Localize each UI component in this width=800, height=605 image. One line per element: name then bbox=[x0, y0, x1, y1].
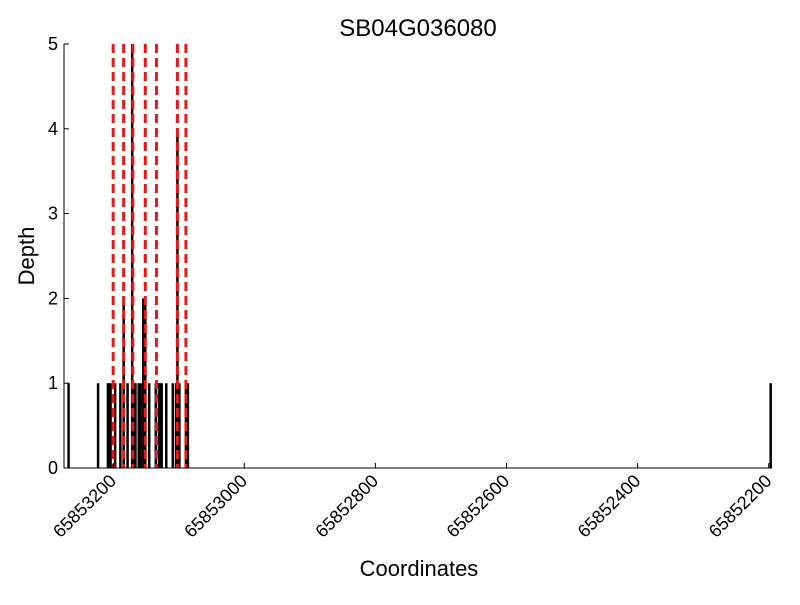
y-tick-label: 5 bbox=[48, 34, 58, 54]
y-tick-label: 3 bbox=[48, 204, 58, 224]
x-tick-label: 65852600 bbox=[443, 471, 514, 542]
x-tick-label: 65852200 bbox=[705, 471, 776, 542]
y-tick-label: 2 bbox=[48, 288, 58, 308]
y-tick-label: 1 bbox=[48, 373, 58, 393]
x-tick-label: 65853000 bbox=[180, 471, 251, 542]
x-tick-label: 65852400 bbox=[574, 471, 645, 542]
x-axis-title: Coordinates bbox=[360, 556, 479, 581]
x-tick-label: 65853200 bbox=[49, 471, 120, 542]
y-tick-label: 4 bbox=[48, 119, 58, 139]
chart-marks bbox=[67, 44, 772, 468]
y-tick-label: 0 bbox=[48, 458, 58, 478]
y-axis-title: Depth bbox=[14, 227, 39, 286]
x-tick-label: 65852800 bbox=[311, 471, 382, 542]
chart-title: SB04G036080 bbox=[339, 15, 496, 42]
